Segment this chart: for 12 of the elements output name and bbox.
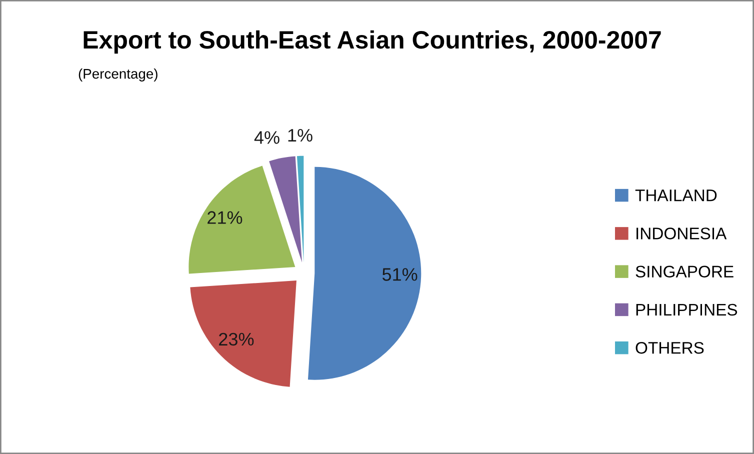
legend-label: SINGAPORE: [636, 266, 734, 278]
data-label: 1%: [288, 128, 312, 142]
legend-label: PHILIPPINES: [636, 304, 738, 316]
data-label: 51%: [382, 268, 418, 281]
chart-subtitle: (Percentage): [78, 68, 158, 82]
chart-title: Export to South-East Asian Countries, 2000-2007: [84, 30, 661, 54]
data-label: 4%: [254, 131, 280, 144]
legend-label: INDONESIA: [636, 228, 727, 240]
legend-label: THAILAND: [635, 190, 717, 202]
legend-label: OTHERS: [636, 342, 704, 354]
data-label: 23%: [219, 332, 254, 346]
data-label: 21%: [208, 211, 242, 224]
